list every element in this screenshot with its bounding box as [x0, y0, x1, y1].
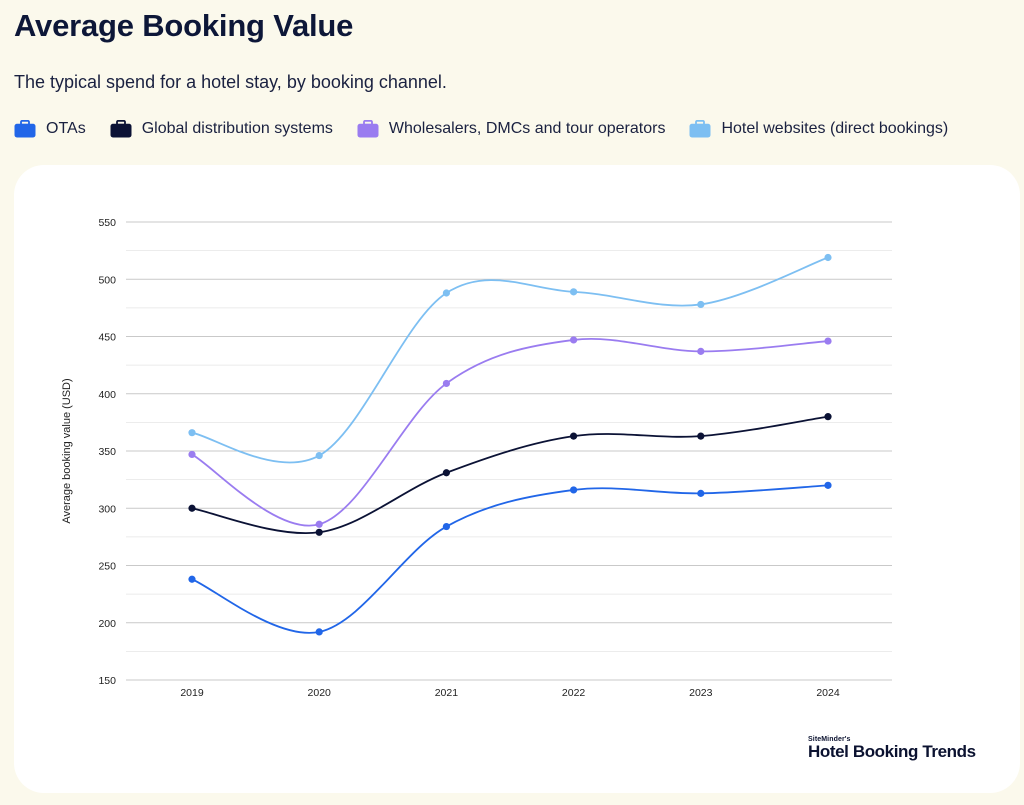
data-point [315, 451, 323, 460]
x-tick-label: 2022 [562, 687, 586, 699]
data-point [824, 253, 832, 262]
data-point [188, 429, 196, 437]
data-point [697, 347, 705, 355]
data-point [570, 288, 578, 296]
y-tick-label: 500 [98, 274, 116, 286]
data-point [824, 481, 832, 489]
data-point [442, 289, 450, 297]
x-tick-label: 2023 [689, 687, 713, 699]
line-chart: 150 200 250 300 350 400 450 500 550 2019 2020 2021 2… [61, 217, 892, 699]
chart-subtitle: The typical spend for a hotel stay, by b… [14, 72, 447, 92]
y-axis-label: Average booking value (USD) [61, 378, 73, 523]
chart-card: 150 200 250 300 350 400 450 500 550 2019 2020 2021 2… [14, 165, 1020, 793]
legend-label: Hotel websites (direct bookings) [721, 120, 949, 137]
data-point [315, 628, 323, 636]
brand-small-text: SiteMinder's [808, 736, 851, 743]
legend-item-hotel-websites[interactable]: Hotel websites (direct bookings) [689, 120, 948, 138]
data-point [315, 528, 323, 536]
data-point [442, 469, 450, 477]
data-point [315, 520, 323, 528]
y-tick-label: 400 [98, 389, 116, 401]
legend: OTAs Global distribution systems Wholesa… [14, 120, 948, 138]
data-point [824, 413, 832, 421]
data-point [570, 486, 578, 494]
data-point [697, 489, 705, 497]
legend-item-otas[interactable]: OTAs [14, 120, 86, 138]
data-point [188, 450, 196, 459]
legend-label: Global distribution systems [141, 120, 333, 137]
brand-main-text: Hotel Booking Trends [808, 742, 976, 761]
data-point [570, 432, 578, 440]
y-tick-label: 300 [98, 503, 116, 515]
series-line [191, 415, 829, 535]
data-point [570, 336, 578, 344]
y-tick-label: 350 [98, 446, 116, 458]
legend-label: OTAs [46, 120, 86, 137]
x-tick-label: 2024 [816, 687, 840, 699]
suitcase-icon [357, 120, 379, 138]
data-point [824, 337, 832, 345]
suitcase-icon [689, 120, 711, 138]
data-point [697, 300, 705, 309]
legend-item-wholesalers[interactable]: Wholesalers, DMCs and tour operators [357, 120, 666, 138]
y-tick-label: 200 [98, 618, 116, 630]
series-line [191, 338, 829, 527]
legend-label: Wholesalers, DMCs and tour operators [388, 120, 666, 137]
x-tick-label: 2020 [308, 687, 332, 699]
data-point [697, 432, 705, 440]
suitcase-icon [110, 120, 132, 138]
brand-logo: SiteMinder's Hotel Booking Trends [808, 736, 976, 762]
data-point [442, 522, 450, 531]
y-tick-label: 250 [98, 561, 116, 573]
legend-item-gds[interactable]: Global distribution systems [110, 120, 333, 138]
x-tick-label: 2021 [435, 687, 459, 699]
suitcase-icon [14, 120, 36, 138]
data-point [188, 504, 196, 512]
series-line [191, 484, 829, 634]
data-point [188, 575, 196, 583]
y-tick-label: 450 [98, 332, 116, 344]
series-line [191, 256, 829, 464]
x-tick-label: 2019 [180, 687, 204, 699]
data-point [442, 379, 450, 388]
y-tick-label: 150 [98, 675, 116, 687]
chart-title: Average Booking Value [14, 8, 354, 43]
y-tick-label: 550 [98, 217, 116, 229]
